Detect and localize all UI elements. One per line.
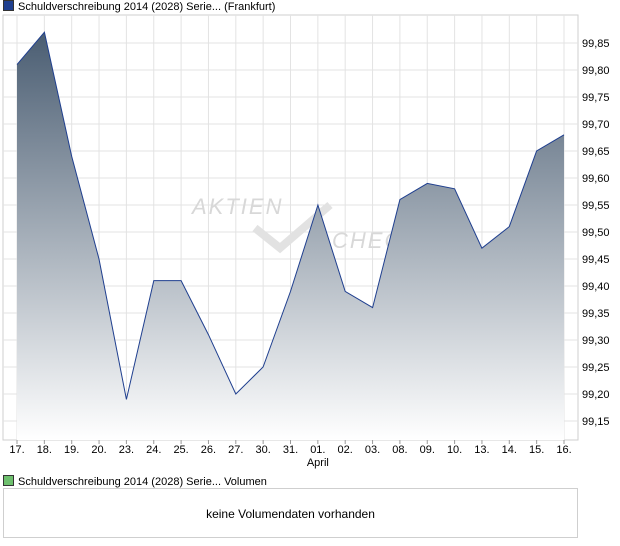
watermark-line1: AKTIEN	[190, 194, 283, 219]
price-line	[16, 31, 565, 400]
x-month-label: April	[307, 457, 329, 469]
x-tick-label: 15.	[529, 444, 544, 456]
y-tick-label: 99,55	[582, 200, 610, 212]
x-axis: 17. 18. 19. 20. 23. 24. 25. 26. 27. 30. 31. 01. 02. 0…	[9, 440, 572, 469]
y-tick-label: 99,40	[582, 281, 610, 293]
y-tick-label: 99,65	[582, 146, 610, 158]
price-legend: Schuldverschreibung 2014 (2028) Serie...…	[3, 0, 275, 14]
x-tick-label: 18.	[37, 444, 52, 456]
y-tick-label: 99,45	[582, 254, 610, 266]
y-tick-label: 99,85	[582, 38, 610, 50]
x-tick-label: 03.	[365, 444, 380, 456]
x-tick-label: 25.	[173, 444, 188, 456]
y-axis: 99,85 99,80 99,75 99,70 99,65 99,60 99,55 99,50…	[582, 38, 610, 428]
y-tick-label: 99,50	[582, 227, 610, 239]
x-tick-label: 24.	[146, 444, 161, 456]
y-tick-label: 99,20	[582, 389, 610, 401]
x-tick-label: 09.	[420, 444, 435, 456]
x-tick-label: 20.	[91, 444, 106, 456]
y-tick-label: 99,80	[582, 65, 610, 77]
volume-legend-swatch	[3, 475, 14, 486]
x-tick-label: 01.	[310, 444, 325, 456]
x-tick-label: 26.	[201, 444, 216, 456]
y-tick-label: 99,15	[582, 416, 610, 428]
price-area	[17, 32, 564, 440]
volume-legend: Schuldverschreibung 2014 (2028) Serie...…	[3, 475, 267, 489]
x-tick-label: 16.	[556, 444, 571, 456]
x-tick-label: 31.	[283, 444, 298, 456]
price-chart: AKTIEN CHECK 99,8599,8099,7599,7099,6599…	[2, 14, 610, 469]
y-tick-label: 99,30	[582, 335, 610, 347]
x-tick-label: 30.	[256, 444, 271, 456]
x-tick-label: 27.	[228, 444, 243, 456]
x-tick-label: 08.	[392, 444, 407, 456]
y-tick-label: 99,70	[582, 119, 610, 131]
y-tick-label: 99,60	[582, 173, 610, 185]
volume-message: keine Volumendaten vorhanden	[206, 507, 375, 521]
y-tick-label: 99,35	[582, 308, 610, 320]
x-tick-label: 14.	[502, 444, 517, 456]
volume-legend-label: Schuldverschreibung 2014 (2028) Serie...…	[18, 476, 267, 488]
x-tick-label: 10.	[447, 444, 462, 456]
x-tick-label: 17.	[9, 444, 24, 456]
y-tick-label: 99,25	[582, 362, 610, 374]
x-tick-label: 23.	[119, 444, 134, 456]
x-tick-label: 13.	[474, 444, 489, 456]
y-tick-label: 99,75	[582, 92, 610, 104]
volume-panel: keine Volumendaten vorhanden	[3, 488, 578, 538]
x-tick-label: 19.	[64, 444, 79, 456]
x-tick-label: 02.	[338, 444, 353, 456]
price-legend-label: Schuldverschreibung 2014 (2028) Serie...…	[18, 1, 276, 13]
price-legend-swatch	[3, 0, 14, 11]
